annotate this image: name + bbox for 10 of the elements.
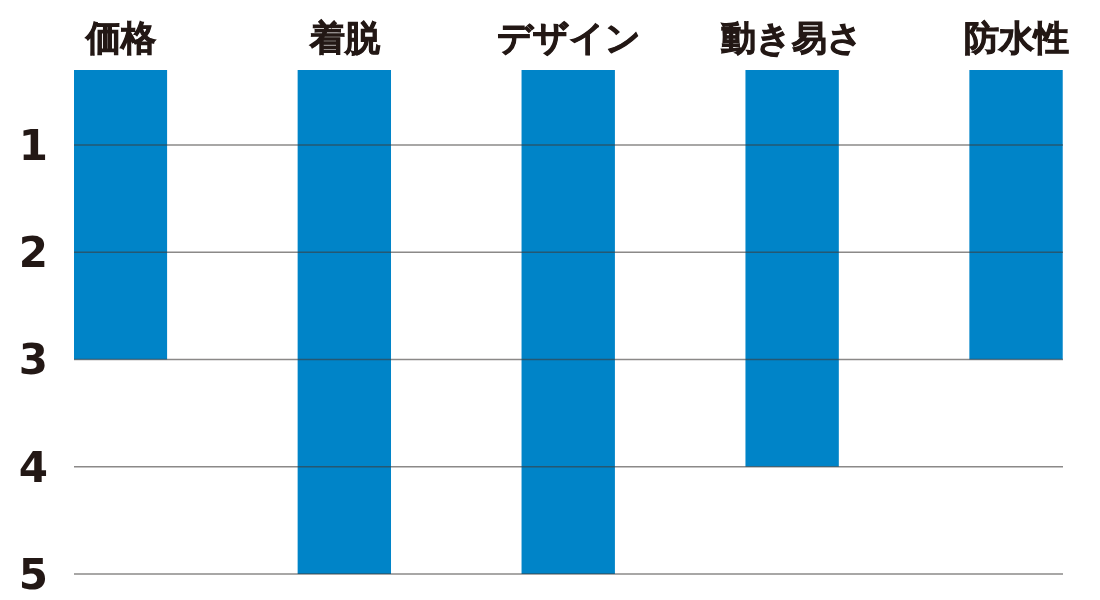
x-tick-label: 動き易さ bbox=[721, 18, 864, 58]
x-tick-label: 防水性 bbox=[963, 18, 1069, 58]
y-tick-label: 2 bbox=[18, 228, 48, 278]
y-tick-label: 1 bbox=[18, 120, 48, 170]
x-tick-label: 価格 bbox=[84, 18, 156, 58]
x-tick-label: 着脱 bbox=[308, 18, 380, 58]
y-tick-label: 4 bbox=[18, 442, 48, 492]
y-tick-label: 3 bbox=[18, 335, 48, 385]
x-tick-label: デザイン bbox=[496, 18, 641, 58]
y-tick-label: 5 bbox=[18, 549, 48, 599]
